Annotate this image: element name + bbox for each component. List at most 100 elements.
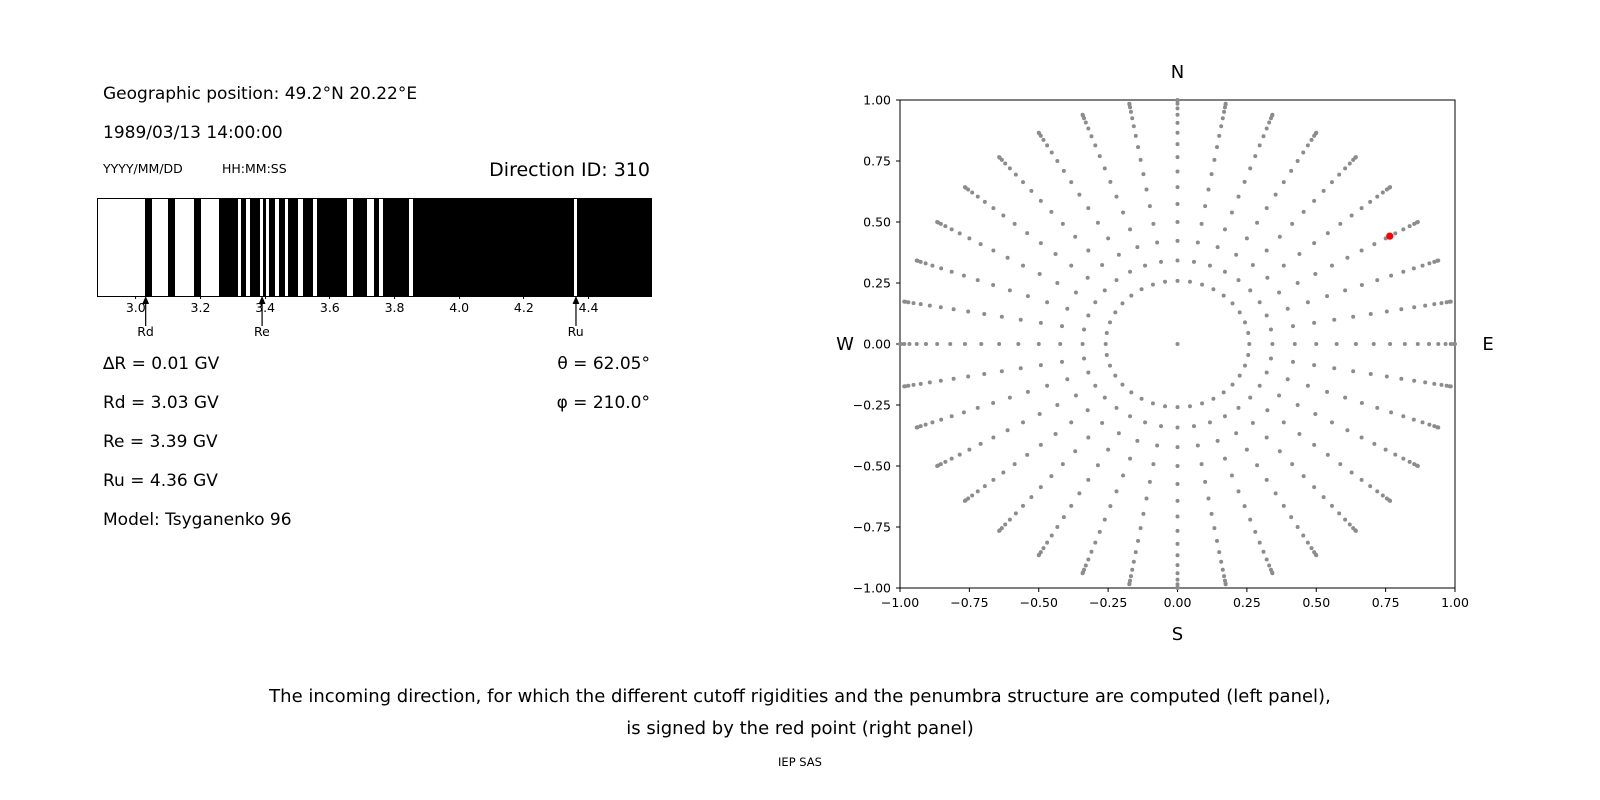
direction-dot — [1264, 206, 1269, 211]
direction-dot — [1305, 143, 1310, 148]
direction-dot — [1215, 438, 1220, 443]
direction-dot — [949, 456, 954, 461]
direction-dot — [1175, 445, 1180, 450]
direction-dot — [1102, 395, 1107, 400]
direction-dot — [1065, 377, 1070, 382]
direction-dot — [1223, 101, 1228, 106]
tick-label: 4.2 — [513, 300, 534, 315]
direction-dot — [1007, 395, 1012, 400]
direction-dot — [1242, 320, 1247, 325]
direction-dot — [1314, 342, 1319, 346]
direction-dot — [1264, 477, 1269, 482]
direction-dot — [1221, 390, 1226, 395]
y-tick-label: −0.50 — [853, 459, 891, 474]
x-tick-label: 1.00 — [1441, 595, 1469, 610]
caption-line1: The incoming direction, for which the di… — [269, 686, 1331, 707]
direction-dot — [978, 242, 983, 247]
direction-dot — [1089, 134, 1094, 139]
compass-label-n: N — [1171, 62, 1184, 83]
direction-dot — [1131, 124, 1136, 129]
direction-dot — [982, 371, 987, 376]
direction-dot — [1215, 245, 1220, 250]
direction-dot — [1261, 549, 1266, 554]
tick-label: 3.4 — [255, 300, 276, 315]
direction-dot — [1061, 515, 1066, 520]
direction-dot — [1128, 269, 1133, 274]
y-tick-label: −0.25 — [853, 398, 891, 413]
direction-dot — [1021, 420, 1026, 425]
direction-dot — [1143, 263, 1148, 268]
direction-dot — [1069, 263, 1074, 268]
direction-dot — [1058, 342, 1063, 346]
direction-dot — [1130, 116, 1135, 121]
direction-dot — [1321, 495, 1326, 500]
penumbra-barcode-plot — [97, 198, 652, 297]
direction-dot — [1222, 456, 1227, 461]
direction-dot — [1049, 150, 1054, 155]
direction-dot — [1055, 159, 1060, 163]
direction-dot — [1175, 185, 1180, 190]
compass-label-e: E — [1482, 334, 1493, 355]
direction-dot — [1049, 209, 1054, 214]
direction-dot — [949, 227, 954, 232]
direction-dot — [997, 155, 1002, 160]
direction-dot — [1150, 282, 1155, 287]
direction-dot — [1159, 424, 1164, 429]
direction-dot — [1155, 240, 1160, 245]
direction-dot — [1055, 403, 1060, 407]
direction-dot — [1175, 130, 1180, 135]
x-tick-label: −0.75 — [950, 595, 988, 610]
direction-dot — [1264, 370, 1269, 375]
direction-dot — [1359, 401, 1364, 406]
penumbra-allowed-band — [278, 199, 285, 296]
direction-dot — [1257, 300, 1262, 305]
direction-dot — [1353, 528, 1358, 533]
direction-dot — [1021, 503, 1026, 508]
direction-dot — [935, 220, 940, 224]
direction-dot — [1187, 279, 1192, 284]
direction-dot — [957, 231, 962, 236]
direction-dot — [1089, 549, 1094, 554]
tick-label: 3.8 — [384, 300, 405, 315]
direction-dot — [1312, 241, 1317, 246]
direction-dot — [1290, 462, 1295, 467]
direction-dot — [978, 441, 983, 446]
direction-dot — [1207, 420, 1212, 425]
direction-dot — [1349, 213, 1354, 218]
direction-dot — [1219, 124, 1224, 129]
tick-mark — [135, 296, 137, 299]
rigidity-tick: 4.4 — [579, 296, 598, 315]
penumbra-allowed-band — [316, 199, 347, 296]
direction-dot — [967, 236, 972, 241]
penumbra-allowed-band — [577, 199, 651, 296]
direction-dot — [1309, 546, 1314, 551]
direction-dot — [970, 190, 975, 195]
direction-dot — [949, 269, 954, 274]
direction-dot — [1247, 342, 1252, 346]
direction-dot — [979, 342, 984, 346]
direction-dot — [1001, 213, 1006, 218]
cutoff-marker-label: Re — [254, 324, 270, 339]
rigidity-tick: 3.6 — [320, 296, 340, 315]
direction-dot — [1368, 199, 1373, 204]
date-format-label: YYYY/MM/DD — [103, 161, 183, 176]
direction-dot — [951, 307, 956, 312]
direction-dot — [1359, 477, 1364, 482]
direction-dot — [914, 425, 919, 430]
direction-dot — [1343, 517, 1348, 522]
direction-dot — [1277, 449, 1282, 454]
direction-dot — [966, 309, 971, 314]
direction-dot — [1351, 314, 1356, 319]
direction-dot — [1114, 194, 1119, 199]
direction-dot — [1267, 563, 1272, 568]
direction-dot — [1060, 221, 1065, 226]
cutoff-marker-label: Ru — [567, 324, 584, 339]
penumbra-allowed-band — [219, 199, 239, 296]
direction-dot — [1175, 425, 1180, 430]
direction-dot — [1080, 571, 1085, 576]
direction-dot — [1102, 288, 1107, 293]
direction-dot — [1329, 263, 1334, 268]
direction-dot — [1106, 236, 1111, 241]
direction-dot — [1108, 320, 1113, 325]
